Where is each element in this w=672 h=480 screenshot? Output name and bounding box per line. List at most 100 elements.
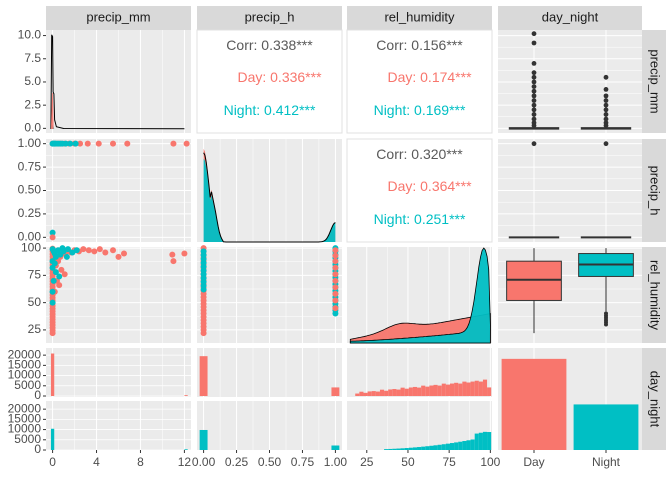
scatter-point-day [77, 140, 84, 147]
x-tick-label: 0.75 [291, 455, 315, 469]
hist-bar-night [466, 440, 471, 450]
x-tick-label: 12 [178, 455, 192, 469]
x-tick-label: 75 [442, 455, 456, 469]
y-tick-label: 0 [34, 388, 41, 402]
boxplot-outlier [531, 31, 537, 37]
hist-bar-day [384, 390, 389, 396]
scatter-point-night [62, 140, 69, 147]
scatter-point-day [61, 271, 68, 278]
scatter-point-day [332, 271, 339, 278]
corr-overall: Corr: 0.156*** [376, 37, 463, 53]
hist-bar-night [437, 444, 442, 450]
hist-bar-night [478, 432, 483, 450]
scatter-point-night [56, 273, 63, 280]
corr-overall: Corr: 0.338*** [226, 37, 313, 53]
strip-label-row-rel_humidity: rel_humidity [648, 260, 663, 331]
scatter-point-night [49, 229, 56, 236]
strip-label-rel_humidity: rel_humidity [384, 9, 455, 24]
scatter-point-night [51, 260, 58, 267]
hist-bar-day [404, 388, 409, 396]
x-tick-label: 0.25 [225, 455, 249, 469]
x-tick-label: 0 [49, 455, 56, 469]
scatter-point-night [73, 247, 80, 254]
scatter-point-day [110, 140, 117, 147]
boxplot-outlier [531, 74, 537, 80]
hist-bar-day [466, 382, 471, 396]
panel-backgrounds [46, 6, 666, 450]
strip-label-row-day_night: day_night [648, 371, 663, 428]
scatter-point-day [96, 246, 103, 253]
density-line-precip_mm [50, 34, 185, 130]
strip-right-precip_h [642, 139, 666, 242]
facet-divider [347, 397, 492, 401]
boxplot-outlier [603, 93, 609, 99]
x-tick-label: 50 [401, 455, 415, 469]
scatter-point-night [64, 246, 71, 253]
strip-right-day_night [642, 348, 666, 450]
hist-bar-day [449, 383, 455, 396]
hist-bar-day [392, 389, 397, 396]
scatter-point-night [49, 299, 56, 306]
hist-bar-night [388, 448, 393, 450]
hist-bar-night [482, 431, 488, 450]
scatter-point-day [332, 297, 339, 304]
y-tick-label: 10000 [8, 422, 42, 436]
hist-bar-day [462, 381, 467, 396]
boxplot-outlier [531, 84, 537, 90]
bar-count-Day [501, 358, 567, 450]
boxplot-outlier [603, 74, 609, 80]
corr-day: Day: 0.364*** [387, 178, 472, 194]
scatter-point-day [332, 305, 339, 312]
boxplot-outlier [531, 141, 537, 147]
boxplot-outlier [603, 112, 609, 117]
hist-bar-day [433, 384, 438, 396]
facet-divider [46, 397, 191, 401]
y-tick-label: 15000 [8, 358, 42, 372]
hist-bar-night [412, 447, 418, 450]
hist-bar-night [441, 444, 446, 450]
hist-bar-night [384, 449, 389, 450]
hist-bar-day [400, 387, 405, 396]
hist-bar-night [454, 442, 459, 450]
scatter-point-day [183, 140, 190, 147]
bar-count-Night [573, 404, 639, 450]
scatter-point-day [91, 248, 98, 255]
scatter-point-day [332, 284, 339, 291]
y-tick-label: 2.5 [24, 97, 41, 111]
hist-bar-night [392, 448, 397, 450]
boxplot-outlier [531, 98, 537, 103]
y-tick-label: 75 [28, 268, 42, 282]
y-tick-label: 5.0 [24, 74, 41, 88]
strip-label-precip_h: precip_h [245, 9, 295, 24]
scatter-point-day [115, 253, 122, 260]
corr-overall: Corr: 0.320*** [376, 146, 463, 162]
x-tick-label: 0.50 [258, 455, 282, 469]
x-tick-label: 0.00 [192, 455, 216, 469]
scatter-point-day [124, 140, 131, 147]
density-area-day [50, 92, 54, 129]
strip-label-row-precip_h: precip_h [648, 166, 663, 216]
hist-bar-night [474, 433, 479, 450]
scatter-point-day [332, 247, 339, 254]
boxplot-outlier [531, 93, 537, 99]
scatter-point-day [120, 250, 127, 257]
density-area-night [349, 247, 491, 344]
y-tick-label: 0.75 [18, 159, 42, 173]
hist-bar-day [359, 391, 364, 396]
x-tick-label: 4 [93, 455, 100, 469]
y-tick-label: 20000 [8, 347, 42, 361]
y-tick-label: 100 [21, 240, 41, 254]
hist-bar-day [441, 383, 446, 396]
boxplot-outlier [531, 61, 537, 66]
boxplot-outlier [531, 120, 537, 126]
corr-day: Day: 0.336*** [237, 69, 322, 85]
hist-bar-day [482, 379, 488, 396]
scatter-point-night [50, 277, 57, 284]
scatter-point-day [170, 258, 177, 265]
scatter-point-day [332, 277, 339, 284]
boxplot-outlier [531, 70, 537, 76]
hist-bar-night [487, 432, 492, 450]
scatter-point-day [102, 249, 109, 256]
hist-bar-night [404, 448, 409, 450]
